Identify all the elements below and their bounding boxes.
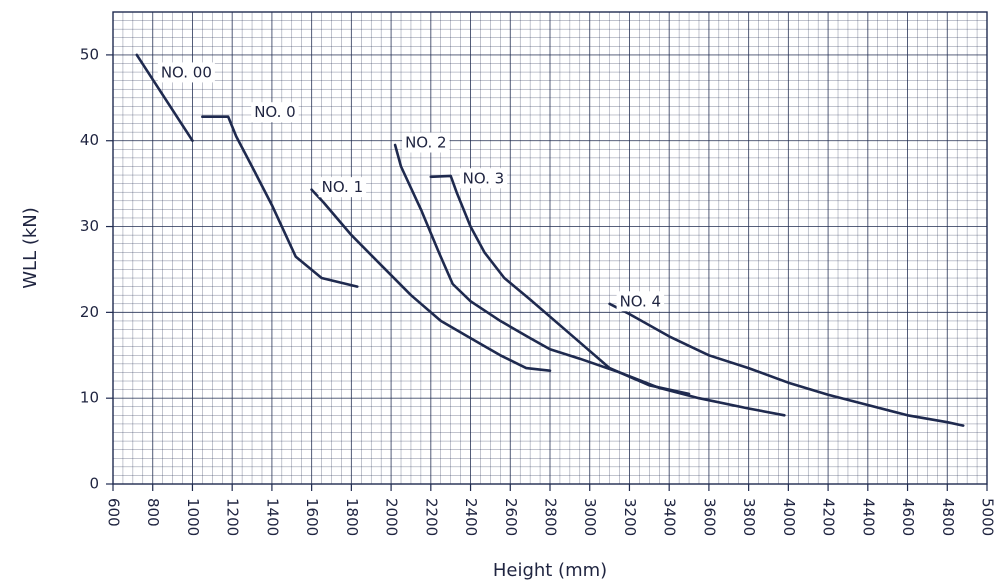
series-label-background	[318, 177, 367, 198]
series-label: NO. 00	[161, 63, 212, 81]
x-axis-title: Height (mm)	[493, 560, 607, 581]
x-tick-label: 2800	[542, 498, 560, 536]
y-tick-label: 20	[80, 303, 99, 321]
x-tick-label: 5000	[979, 498, 997, 536]
x-tick-label: 3000	[581, 498, 599, 536]
series-label-background	[402, 132, 450, 153]
x-tick-label: 1200	[224, 498, 242, 536]
series-label: NO. 2	[405, 134, 447, 152]
x-tick-label: 4800	[939, 498, 957, 536]
grid	[112, 11, 988, 485]
y-tick-label: 30	[80, 217, 99, 235]
x-tick-label: 3400	[661, 498, 679, 536]
series-label: NO. 3	[463, 169, 505, 187]
x-tick-label: 3800	[740, 498, 758, 536]
x-axis-ticks: 600 800 1000 1200 1400 1600 1800 2000 2200 2400 26…	[105, 484, 997, 536]
y-tick-label: 50	[80, 45, 99, 63]
x-tick-label: 4400	[859, 498, 877, 536]
x-tick-label: 4200	[820, 498, 838, 536]
x-tick-label: 1400	[263, 498, 281, 536]
series-label: NO. 4	[620, 292, 662, 310]
series-line	[310, 188, 552, 372]
series-line	[135, 53, 194, 142]
series-labels: NO. 00 NO. 0 NO. 1 NO. 2 NO. 3 NO. 4	[157, 62, 665, 312]
y-tick-label: 0	[89, 475, 99, 493]
x-tick-label: 800	[144, 498, 162, 527]
series-label-background	[251, 102, 299, 123]
series-line	[393, 143, 786, 417]
series-line	[429, 174, 691, 396]
x-tick-label: 2600	[502, 498, 520, 536]
x-tick-label: 2200	[422, 498, 440, 536]
x-tick-label: 1000	[184, 498, 202, 536]
x-tick-label: 1800	[343, 498, 361, 536]
series-label: NO. 1	[322, 178, 364, 196]
series-label-background	[459, 168, 508, 189]
y-tick-label: 40	[80, 131, 99, 149]
y-axis-title: WLL (kN)	[20, 207, 41, 289]
series-label: NO. 0	[254, 103, 296, 121]
x-tick-label: 600	[105, 498, 123, 527]
series-label-background	[616, 291, 665, 312]
x-tick-label: 1600	[303, 498, 321, 536]
x-tick-label: 4000	[780, 498, 798, 536]
series-label-background	[157, 62, 215, 83]
x-tick-label: 3200	[621, 498, 639, 536]
series-line	[201, 115, 359, 288]
y-tick-label: 10	[80, 389, 99, 407]
series-line	[608, 302, 965, 427]
x-tick-label: 4600	[899, 498, 917, 536]
series-lines	[135, 53, 965, 427]
y-axis-ticks: 0 10 20 30 40 50	[80, 45, 113, 493]
x-tick-label: 2000	[383, 498, 401, 536]
x-tick-label: 2400	[462, 498, 480, 536]
x-tick-label: 3600	[700, 498, 718, 536]
